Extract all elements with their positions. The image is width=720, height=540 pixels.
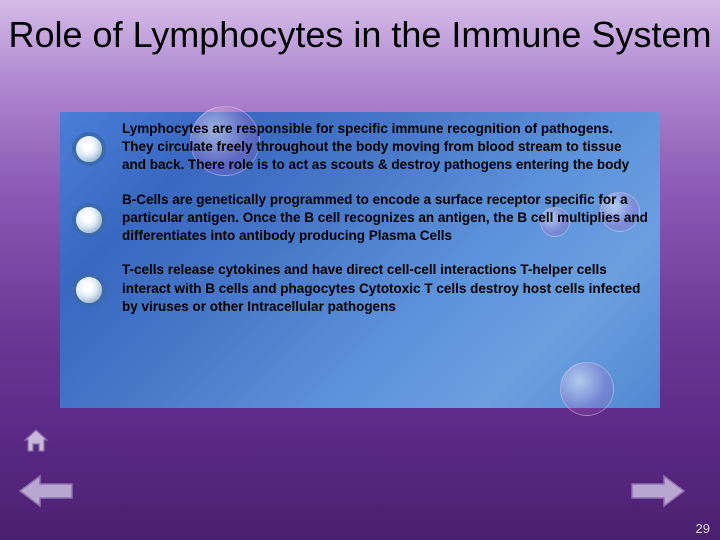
slide-title: Role of Lymphocytes in the Immune System <box>0 14 720 55</box>
arrow-left-icon <box>18 472 76 510</box>
ring-icon <box>72 132 106 166</box>
prev-button[interactable] <box>18 472 76 510</box>
home-icon <box>22 428 50 454</box>
content-panel: Lymphocytes are responsible for specific… <box>60 112 660 408</box>
bullet-item: B-Cells are genetically programmed to en… <box>122 191 648 246</box>
slide: Role of Lymphocytes in the Immune System… <box>0 0 720 540</box>
home-button[interactable] <box>22 428 50 454</box>
bullet-item: T-cells release cytokines and have direc… <box>122 261 648 316</box>
bullet-item: Lymphocytes are responsible for specific… <box>122 120 648 175</box>
bullet-text: Lymphocytes are responsible for specific… <box>122 120 648 175</box>
ring-icon <box>72 203 106 237</box>
arrow-right-icon <box>628 472 686 510</box>
ring-icon <box>72 273 106 307</box>
bullet-text: T-cells release cytokines and have direc… <box>122 261 648 316</box>
page-number: 29 <box>696 521 710 536</box>
bg-bubble <box>560 362 614 416</box>
next-button[interactable] <box>628 472 686 510</box>
bullet-text: B-Cells are genetically programmed to en… <box>122 191 648 246</box>
